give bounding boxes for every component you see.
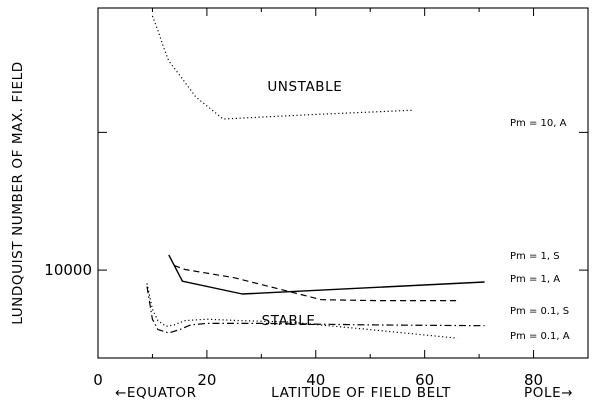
- legend-label: Pm = 1, A: [510, 274, 560, 285]
- x-tick-label: 40: [306, 371, 325, 389]
- series-line-pm-0-1-s: [146, 283, 458, 339]
- x-tick-label: 80: [524, 371, 543, 389]
- x-axis-label-right: POLE→: [524, 385, 573, 401]
- legend: Pm = 10, A Pm = 1, S Pm = 1, A Pm = 0.1, S P…: [510, 118, 570, 342]
- x-axis-label: LATITUDE OF FIELD BELT: [271, 385, 451, 401]
- series-lines: [146, 15, 485, 339]
- legend-label: Pm = 10, A: [510, 118, 567, 129]
- region-annotation: STABLE: [262, 313, 316, 329]
- region-annotation: UNSTABLE: [267, 79, 342, 95]
- series-line-pm-10-a: [151, 15, 414, 120]
- x-tick-label: 60: [415, 371, 434, 389]
- series-line-pm-1-s: [168, 254, 485, 295]
- x-axis-label-left: ←EQUATOR: [115, 385, 197, 401]
- ticks: 0 20 40 60 80 10000: [44, 8, 588, 389]
- x-tick-label: 0: [93, 371, 103, 389]
- y-tick-label: 10000: [44, 261, 92, 279]
- y-axis-label: LUNDQUIST NUMBER OF MAX. FIELD: [10, 61, 26, 325]
- legend-label: Pm = 1, S: [510, 251, 560, 262]
- legend-label: Pm = 0.1, A: [510, 331, 570, 342]
- x-tick-label: 20: [197, 371, 216, 389]
- series-line-pm-1-a: [173, 264, 458, 302]
- series-line-pm-0-1-a: [146, 286, 485, 334]
- plot-frame: [97, 7, 589, 359]
- legend-label: Pm = 0.1, S: [510, 306, 569, 317]
- annotations: UNSTABLE STABLE: [262, 79, 342, 329]
